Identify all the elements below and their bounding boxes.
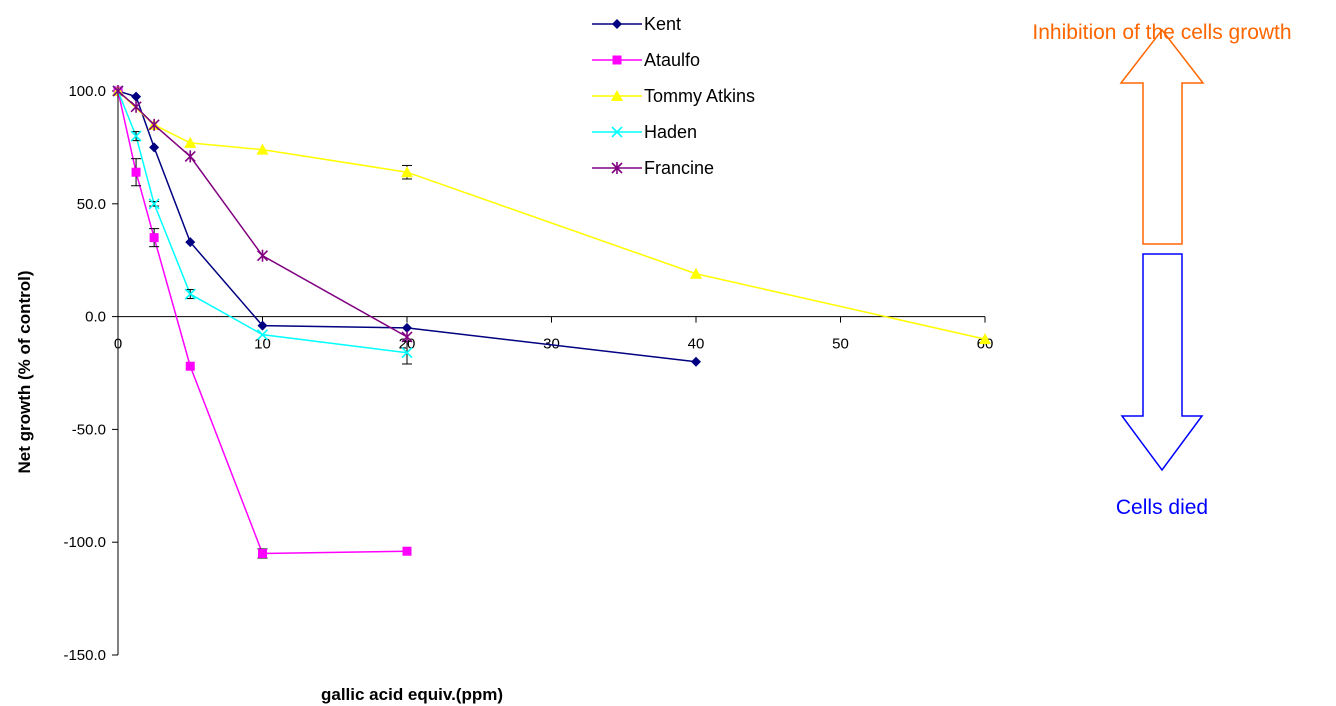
data-point: [690, 267, 702, 279]
x-tick-label: 0: [114, 336, 122, 353]
y-tick-label: 50.0: [77, 196, 106, 213]
data-point: [130, 130, 142, 142]
data-point: [184, 288, 196, 300]
data-point-stroke: [130, 130, 142, 142]
data-point-stroke: [401, 347, 413, 359]
data-point: [256, 249, 269, 262]
data-point: [112, 85, 124, 97]
data-point: [691, 356, 701, 367]
legend-item-ataulfo: Ataulfo: [592, 50, 700, 70]
y-tick-label: -50.0: [72, 421, 106, 438]
data-point: [149, 233, 159, 243]
series-tommy-atkins: [112, 85, 991, 345]
data-point: [979, 333, 991, 345]
data-point: [402, 546, 412, 556]
data-point: [257, 320, 268, 331]
data-point: [258, 548, 267, 558]
legend-label: Tommy Atkins: [644, 86, 755, 106]
data-point: [611, 90, 623, 101]
x-axis-title: gallic acid equiv.(ppm): [321, 685, 503, 704]
legend: Kent Ataulfo Tommy Atkins Haden Francine: [592, 14, 755, 178]
data-point: [401, 330, 413, 343]
data-point: [184, 136, 197, 148]
y-tick-label: -100.0: [63, 534, 106, 551]
legend-item-haden: Haden: [592, 122, 697, 142]
data-point: [148, 198, 160, 210]
y-tick-label: -150.0: [63, 647, 106, 664]
legend-item-tommy-atkins: Tommy Atkins: [592, 86, 755, 106]
data-point: [148, 118, 160, 131]
data-point: [256, 143, 269, 155]
legend-item-francine: Francine: [592, 158, 714, 178]
data-point-stroke: [184, 288, 196, 300]
data-point: [612, 19, 622, 29]
data-point: [130, 100, 142, 113]
up-arrow-icon: [1119, 28, 1205, 245]
x-tick-label: 40: [688, 336, 705, 353]
series-layer: [112, 85, 991, 559]
data-point: [131, 167, 141, 177]
data-point-stroke: [611, 126, 623, 138]
x-tick-label: 50: [832, 336, 849, 353]
down-arrow-label: Cells died: [1116, 496, 1208, 519]
data-point: [131, 91, 142, 102]
y-tick-label: 100.0: [68, 83, 106, 100]
data-point: [256, 329, 269, 341]
legend-label: Francine: [644, 158, 714, 178]
series-line: [117, 90, 408, 354]
y-axis-title: Net growth (% of control): [15, 270, 34, 473]
data-point: [611, 126, 623, 138]
data-point: [402, 322, 412, 333]
data-point: [611, 162, 623, 174]
legend-label: Kent: [644, 14, 681, 34]
axes: 100.050.00.0-50.0-100.0-150.00 10 20 30 40 50…: [63, 83, 993, 664]
data-point: [401, 347, 413, 359]
data-point: [149, 142, 160, 153]
data-point-stroke: [256, 329, 269, 341]
data-point: [612, 55, 622, 65]
down-arrow-icon: [1120, 253, 1204, 472]
data-point: [401, 166, 413, 178]
data-point: [185, 237, 196, 248]
series-line: [117, 90, 986, 340]
legend-item-kent: Kent: [592, 14, 681, 34]
x-tick-label: 10: [254, 336, 271, 353]
data-point-stroke: [148, 198, 160, 210]
y-tick-label: 0.0: [85, 309, 106, 326]
data-point: [185, 361, 195, 371]
legend-label: Haden: [644, 122, 697, 142]
legend-label: Ataulfo: [644, 50, 700, 70]
series-francine: [112, 85, 413, 343]
up-arrow-label: Inhibition of the cells growth: [1032, 21, 1291, 44]
data-point: [184, 150, 196, 163]
